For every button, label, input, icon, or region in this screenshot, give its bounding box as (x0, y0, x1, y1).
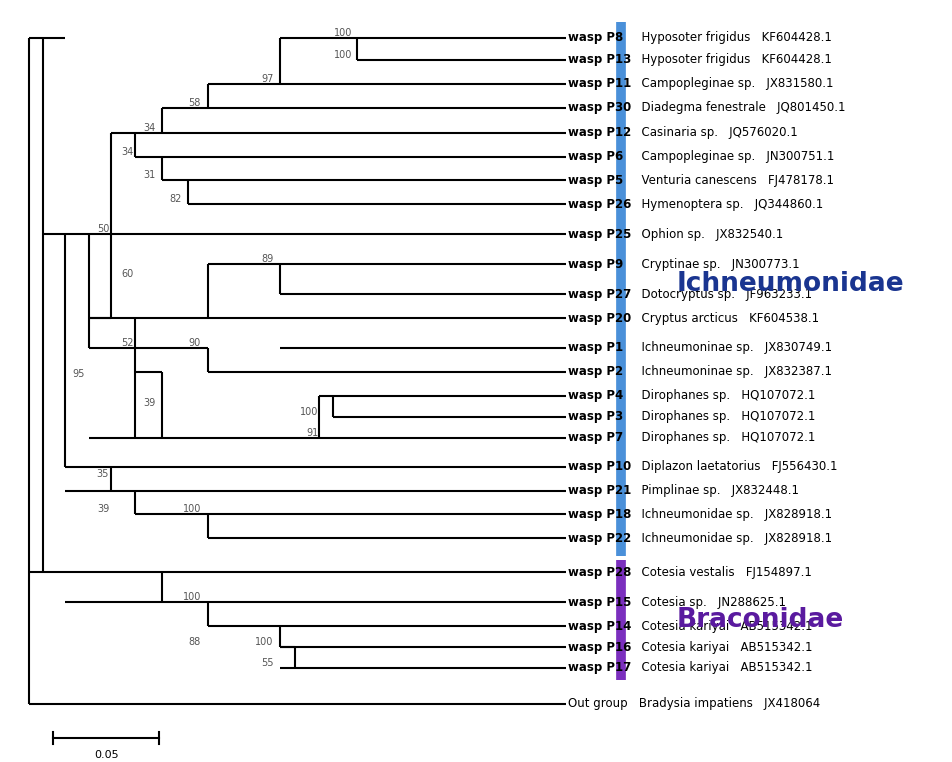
Text: 89: 89 (261, 255, 273, 264)
Text: 100: 100 (183, 504, 201, 514)
Text: 97: 97 (261, 74, 273, 84)
Text: wasp P4: wasp P4 (568, 389, 624, 402)
Text: Cryptinae sp.   JN300773.1: Cryptinae sp. JN300773.1 (634, 258, 800, 271)
Text: Campopleginae sp.   JX831580.1: Campopleginae sp. JX831580.1 (634, 77, 833, 90)
Text: wasp P28: wasp P28 (568, 565, 631, 579)
Text: wasp P12: wasp P12 (568, 126, 631, 139)
Text: 95: 95 (72, 369, 85, 379)
Text: 39: 39 (97, 504, 109, 514)
Text: wasp P8: wasp P8 (568, 31, 624, 44)
Text: Dotocryptus sp.   JF963233.1: Dotocryptus sp. JF963233.1 (634, 287, 812, 301)
Text: 60: 60 (121, 269, 133, 279)
Text: 100: 100 (334, 28, 352, 38)
Text: 31: 31 (144, 171, 155, 181)
Text: 100: 100 (334, 50, 352, 60)
Text: 100: 100 (255, 637, 273, 647)
Text: Cotesia kariyai   AB515342.1: Cotesia kariyai AB515342.1 (634, 661, 812, 674)
Text: Ophion sp.   JX832540.1: Ophion sp. JX832540.1 (634, 228, 783, 241)
Text: 58: 58 (188, 98, 201, 107)
Text: wasp P11: wasp P11 (568, 77, 631, 90)
Text: 0.05: 0.05 (94, 750, 119, 760)
Text: wasp P17: wasp P17 (568, 661, 631, 674)
Text: wasp P3: wasp P3 (568, 410, 624, 423)
Text: wasp P1: wasp P1 (568, 341, 624, 354)
Text: Braconidae: Braconidae (676, 607, 843, 633)
Text: wasp P30: wasp P30 (568, 101, 631, 114)
Text: Hyposoter frigidus   KF604428.1: Hyposoter frigidus KF604428.1 (634, 53, 832, 66)
Text: Ichneumonidae sp.   JX828918.1: Ichneumonidae sp. JX828918.1 (634, 532, 832, 545)
Text: Campopleginae sp.   JN300751.1: Campopleginae sp. JN300751.1 (634, 150, 834, 163)
Text: wasp P21: wasp P21 (568, 484, 631, 497)
Text: Diadegma fenestrale   JQ801450.1: Diadegma fenestrale JQ801450.1 (634, 101, 845, 114)
Text: Cotesia kariyai   AB515342.1: Cotesia kariyai AB515342.1 (634, 641, 812, 654)
Text: wasp P13: wasp P13 (568, 53, 631, 66)
Text: wasp P6: wasp P6 (568, 150, 624, 163)
Text: 82: 82 (169, 194, 182, 204)
Text: Dirophanes sp.   HQ107072.1: Dirophanes sp. HQ107072.1 (634, 410, 815, 423)
Text: wasp P20: wasp P20 (568, 312, 631, 325)
Text: Ichneumoninae sp.   JX832387.1: Ichneumoninae sp. JX832387.1 (634, 365, 832, 379)
Text: Venturia canescens   FJ478178.1: Venturia canescens FJ478178.1 (634, 174, 834, 187)
Text: 100: 100 (301, 407, 319, 417)
Text: 39: 39 (144, 398, 155, 408)
Text: 100: 100 (183, 592, 201, 602)
Text: wasp P10: wasp P10 (568, 460, 631, 473)
Text: Ichneumonidae: Ichneumonidae (676, 271, 903, 297)
Text: Cotesia kariyai   AB515342.1: Cotesia kariyai AB515342.1 (634, 620, 812, 632)
Text: 88: 88 (188, 637, 201, 647)
Text: Cryptus arcticus   KF604538.1: Cryptus arcticus KF604538.1 (634, 312, 819, 325)
Text: 34: 34 (144, 123, 155, 133)
Text: Cotesia sp.   JN288625.1: Cotesia sp. JN288625.1 (634, 596, 785, 609)
Text: wasp P16: wasp P16 (568, 641, 631, 654)
Text: Diplazon laetatorius   FJ556430.1: Diplazon laetatorius FJ556430.1 (634, 460, 837, 473)
Text: wasp P9: wasp P9 (568, 258, 624, 271)
Text: wasp P25: wasp P25 (568, 228, 631, 241)
Text: wasp P18: wasp P18 (568, 508, 631, 521)
Text: wasp P27: wasp P27 (568, 287, 631, 301)
Text: wasp P26: wasp P26 (568, 198, 631, 211)
Text: Ichneumonidae sp.   JX828918.1: Ichneumonidae sp. JX828918.1 (634, 508, 832, 521)
Text: 90: 90 (188, 338, 201, 348)
Text: 50: 50 (97, 224, 109, 234)
Text: Dirophanes sp.   HQ107072.1: Dirophanes sp. HQ107072.1 (634, 389, 815, 402)
Text: Cotesia vestalis   FJ154897.1: Cotesia vestalis FJ154897.1 (634, 565, 812, 579)
Text: wasp P14: wasp P14 (568, 620, 631, 632)
Text: wasp P22: wasp P22 (568, 532, 631, 545)
Text: Hymenoptera sp.   JQ344860.1: Hymenoptera sp. JQ344860.1 (634, 198, 823, 211)
Text: Hyposoter frigidus   KF604428.1: Hyposoter frigidus KF604428.1 (634, 31, 832, 44)
Text: wasp P2: wasp P2 (568, 365, 624, 379)
Text: Out group   Bradysia impatiens   JX418064: Out group Bradysia impatiens JX418064 (568, 697, 821, 710)
Text: 91: 91 (307, 427, 319, 437)
Text: 55: 55 (261, 658, 273, 668)
Text: wasp P5: wasp P5 (568, 174, 624, 187)
Text: wasp P7: wasp P7 (568, 431, 624, 444)
Text: 52: 52 (121, 338, 133, 348)
Text: Pimplinae sp.   JX832448.1: Pimplinae sp. JX832448.1 (634, 484, 799, 497)
Text: 34: 34 (121, 146, 133, 156)
Text: Casinaria sp.   JQ576020.1: Casinaria sp. JQ576020.1 (634, 126, 798, 139)
Text: Ichneumoninae sp.   JX830749.1: Ichneumoninae sp. JX830749.1 (634, 341, 832, 354)
Text: Dirophanes sp.   HQ107072.1: Dirophanes sp. HQ107072.1 (634, 431, 815, 444)
Text: wasp P15: wasp P15 (568, 596, 631, 609)
Text: 35: 35 (97, 469, 109, 479)
